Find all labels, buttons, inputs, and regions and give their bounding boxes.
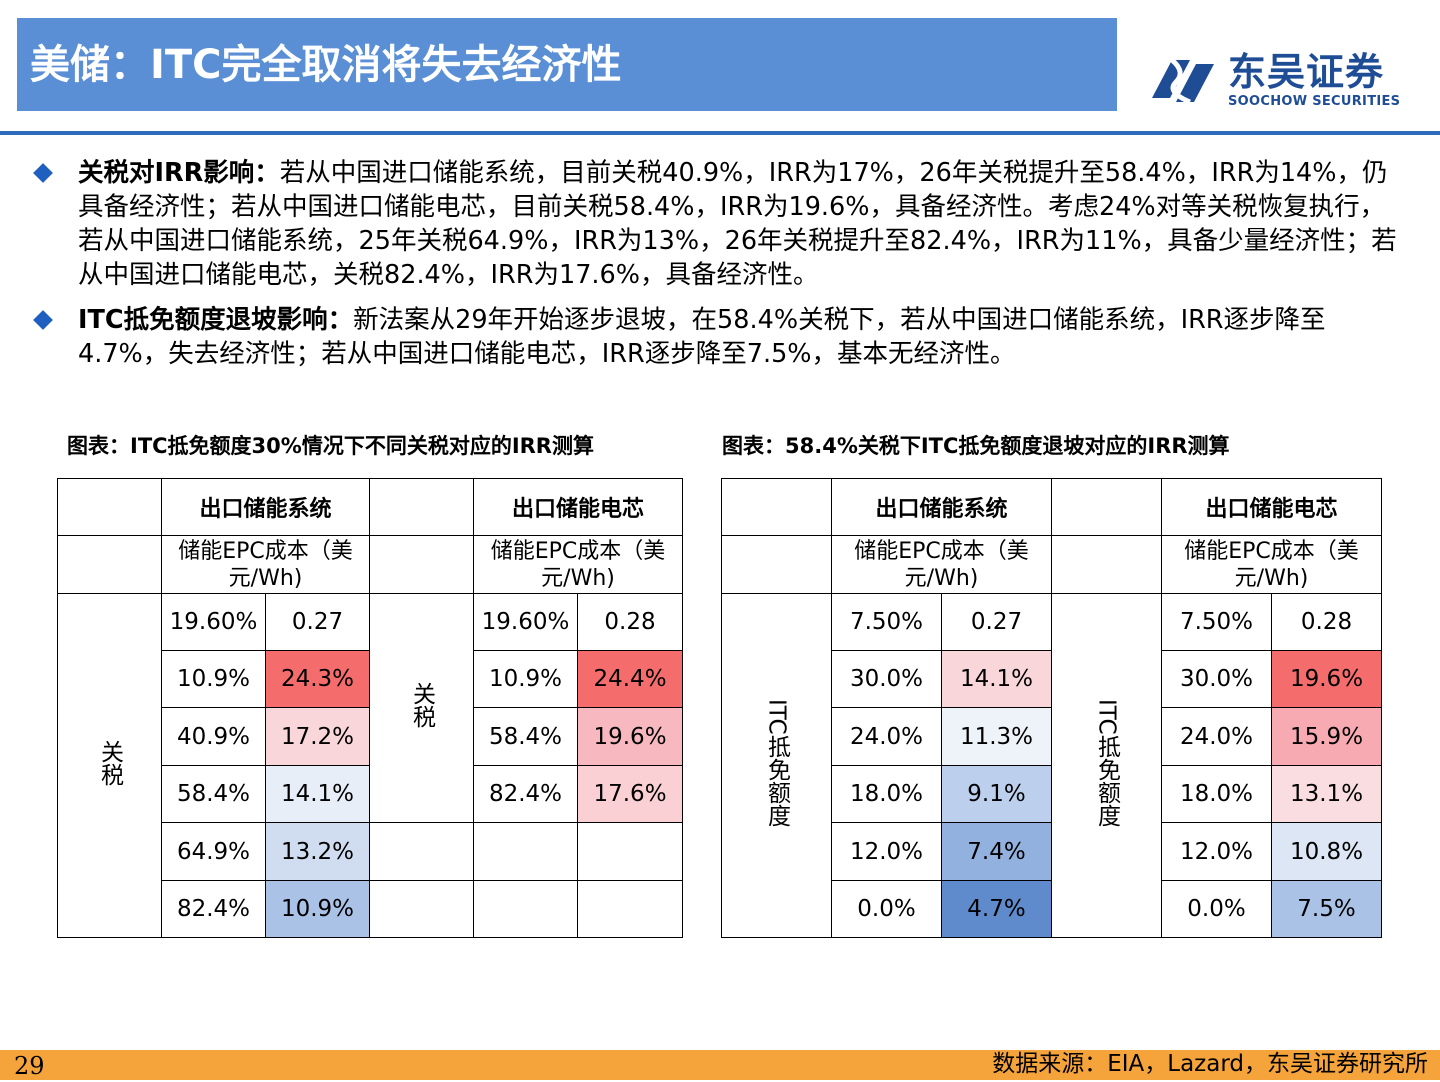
cost-head: 0.28	[1271, 593, 1383, 651]
footer-bar	[0, 1050, 1440, 1080]
cost-label: 储能EPC成本（美元/Wh)	[1161, 535, 1383, 594]
group-header-cell: 出口储能电芯	[473, 478, 684, 536]
bullet-text: ITC抵免额度退坡影响：新法案从29年开始逐步退坡，在58.4%关税下，若从中国…	[78, 303, 1398, 371]
page-title: 美储：ITC完全取消将失去经济性	[30, 42, 622, 88]
table1-caption: 图表：ITC抵免额度30%情况下不同关税对应的IRR测算	[67, 434, 594, 458]
table-itc-irr: 出口储能系统 出口储能电芯 储能EPC成本（美元/Wh) 储能EPC成本（美元/…	[721, 478, 1383, 938]
row-axis-label: ITC抵免额度	[721, 593, 832, 938]
bullet-label: ITC抵免额度退坡影响：	[78, 305, 354, 335]
table2-caption: 图表：58.4%关税下ITC抵免额度退坡对应的IRR测算	[722, 434, 1230, 458]
table-tariff-irr: 出口储能系统 出口储能电芯 储能EPC成本（美元/Wh) 储能EPC成本（美元/…	[57, 478, 684, 938]
irr-cell: 9.1%	[940, 765, 1053, 823]
irr-cell: 13.1%	[1271, 765, 1383, 823]
irr-cell: 24.4%	[577, 650, 684, 708]
soochow-logo-icon	[1152, 58, 1214, 105]
irr-cell: 24.3%	[264, 650, 371, 708]
logo-name-cn: 东吴证券	[1228, 50, 1385, 94]
irr-head: 7.50%	[831, 593, 942, 651]
itc-cell: 12.0%	[1161, 822, 1273, 881]
irr-cell: 7.5%	[1271, 880, 1383, 938]
tariff-cell: 82.4%	[473, 765, 579, 823]
itc-cell: 12.0%	[831, 822, 942, 881]
irr-cell: 7.4%	[940, 822, 1053, 881]
irr-head: 7.50%	[1161, 593, 1273, 651]
bullet-text: 关税对IRR影响：若从中国进口储能系统，目前关税40.9%，IRR为17%，26…	[78, 156, 1398, 292]
irr-cell: 15.9%	[1271, 707, 1383, 766]
tariff-cell: 58.4%	[161, 765, 266, 823]
tariff-cell: 40.9%	[161, 707, 266, 766]
row-axis-label: 关税	[57, 593, 162, 938]
irr-cell: 14.1%	[940, 650, 1053, 708]
source-note: 数据来源：EIA，Lazard，东吴证券研究所	[992, 1051, 1428, 1077]
itc-cell: 18.0%	[1161, 765, 1273, 823]
cost-label: 储能EPC成本（美元/Wh)	[160, 535, 371, 594]
cost-label: 储能EPC成本（美元/Wh)	[830, 535, 1053, 594]
page-number: 29	[14, 1052, 45, 1080]
group-header-system: 出口储能系统	[160, 478, 371, 536]
row-axis-label: ITC抵免额度	[1051, 593, 1163, 938]
irr-cell: 10.8%	[1271, 822, 1383, 881]
irr-cell: 17.6%	[577, 765, 684, 823]
irr-cell: 19.6%	[1271, 650, 1383, 708]
itc-cell: 24.0%	[831, 707, 942, 766]
irr-head: 19.60%	[161, 593, 266, 651]
bullet-body: 若从中国进口储能系统，目前关税40.9%，IRR为17%，26年关税提升至58.…	[78, 158, 1397, 290]
tariff-cell: 10.9%	[161, 650, 266, 708]
diamond-bullet-icon	[33, 310, 53, 330]
bullet-body: 新法案从29年开始逐步退坡，在58.4%关税下，若从中国进口储能系统，IRR逐步…	[78, 305, 1326, 369]
itc-cell: 30.0%	[1161, 650, 1273, 708]
itc-cell: 30.0%	[831, 650, 942, 708]
title-bar	[17, 18, 1117, 111]
itc-cell: 0.0%	[1161, 880, 1273, 938]
row-axis-label: 关税	[369, 593, 475, 823]
diamond-bullet-icon	[33, 163, 53, 183]
group-header-system: 出口储能系统	[830, 478, 1053, 536]
itc-cell: 0.0%	[831, 880, 942, 938]
cost-label: 储能EPC成本（美元/Wh)	[473, 535, 684, 594]
tariff-cell: 82.4%	[161, 880, 266, 938]
tariff-cell: 58.4%	[473, 707, 579, 766]
cost-head: 0.27	[940, 593, 1053, 651]
cost-head: 0.28	[577, 593, 684, 651]
irr-cell: 17.2%	[264, 707, 371, 766]
irr-cell: 19.6%	[577, 707, 684, 766]
irr-cell: 4.7%	[940, 880, 1053, 938]
bullet-label: 关税对IRR影响：	[78, 158, 280, 188]
group-header-cell: 出口储能电芯	[1161, 478, 1383, 536]
tariff-cell: 10.9%	[473, 650, 579, 708]
itc-cell: 18.0%	[831, 765, 942, 823]
company-logo: 东吴证券 SOOCHOW SECURITIES	[1146, 50, 1406, 112]
header-divider	[0, 131, 1440, 135]
itc-cell: 24.0%	[1161, 707, 1273, 766]
tariff-cell: 64.9%	[161, 822, 266, 881]
cost-head: 0.27	[264, 593, 371, 651]
irr-cell: 13.2%	[264, 822, 371, 881]
irr-cell: 14.1%	[264, 765, 371, 823]
irr-cell: 10.9%	[264, 880, 371, 938]
irr-cell: 11.3%	[940, 707, 1053, 766]
irr-head: 19.60%	[473, 593, 579, 651]
logo-name-en: SOOCHOW SECURITIES	[1228, 94, 1401, 109]
